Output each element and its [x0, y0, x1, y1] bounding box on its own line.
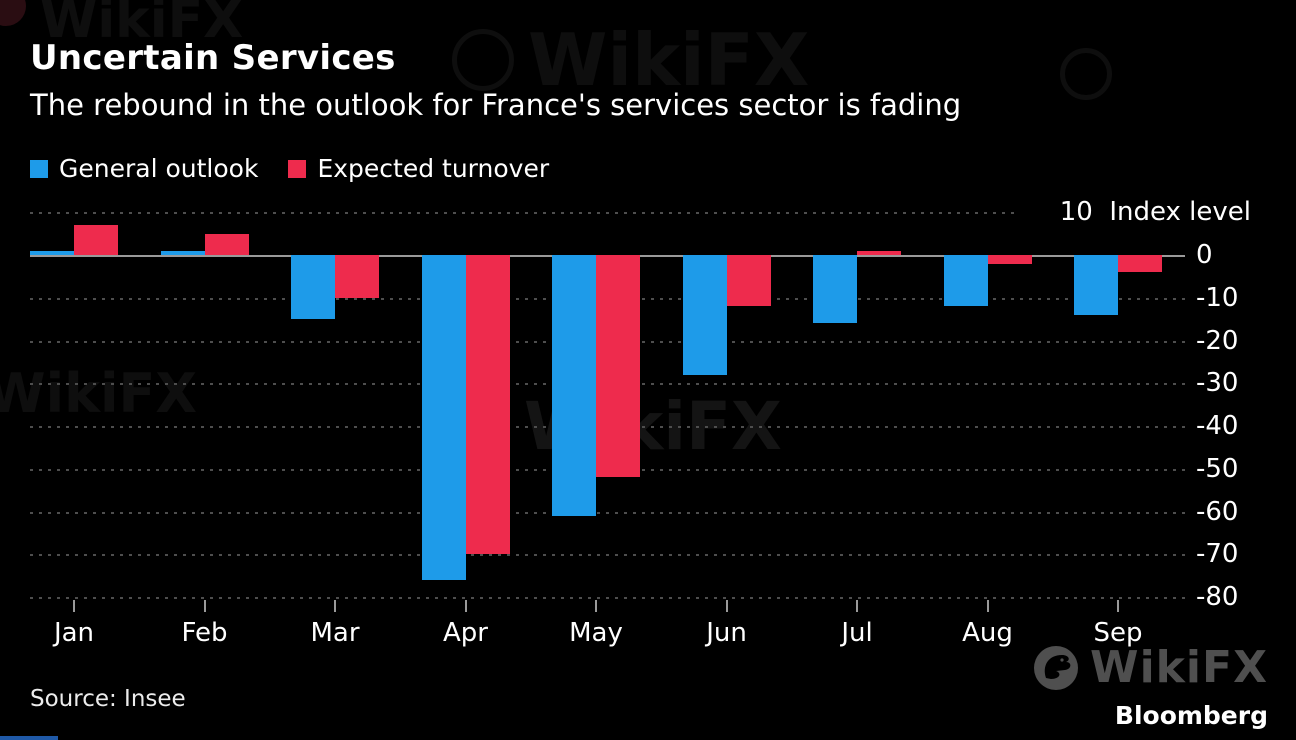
wikifx-watermark-logo-icon — [452, 29, 514, 91]
x-tick-jun — [725, 600, 728, 612]
bar-general-outlook-jun — [682, 255, 727, 375]
y-tick-label--40: -40 — [1196, 411, 1239, 441]
gridline--70 — [30, 554, 1185, 557]
bar-expected-turnover-feb — [204, 233, 249, 255]
x-tick-aug — [986, 600, 989, 612]
y-tick-label--70: -70 — [1196, 539, 1239, 570]
wikifx-logo-icon — [1034, 645, 1079, 690]
x-axis-label-jul: Jul — [841, 618, 873, 648]
x-tick-sep — [1117, 600, 1119, 612]
y-tick-label--10: -10 — [1196, 282, 1239, 313]
gridline--80 — [30, 597, 1185, 599]
bar-expected-turnover-jan — [74, 225, 118, 255]
bar-chart-plot-area: 10 Index level 0 -10 -20 -30 -40 -50 -60 -70 -80 J… — [30, 197, 1251, 670]
bar-general-outlook-aug — [943, 255, 988, 307]
legend-item-expected-turnover: Expected turnover — [288, 154, 549, 183]
wikifx-brand-label: WikiFX — [1090, 642, 1268, 693]
x-tick-mar — [334, 600, 336, 612]
bar-general-outlook-feb — [160, 250, 205, 255]
legend-swatch-expected-turnover — [288, 159, 307, 178]
x-axis-label-apr: Apr — [443, 618, 488, 648]
gridline-10 — [30, 212, 1015, 215]
legend: General outlook Expected turnover — [30, 154, 549, 183]
bar-expected-turnover-jul — [857, 250, 901, 255]
y-tick-label-0: 0 — [1196, 240, 1213, 270]
bar-expected-turnover-sep — [1118, 255, 1162, 273]
x-axis-label-may: May — [569, 618, 623, 648]
bar-expected-turnover-may — [596, 255, 640, 478]
legend-label-expected-turnover: Expected turnover — [317, 154, 550, 183]
x-tick-jul — [856, 600, 858, 612]
watermark-logo-fragment — [0, 0, 26, 26]
chart-subtitle: The rebound in the outlook for France's … — [30, 88, 962, 122]
x-tick-jan — [73, 600, 75, 612]
x-axis-label-aug: Aug — [962, 618, 1013, 648]
bar-expected-turnover-apr — [465, 255, 510, 555]
bar-general-outlook-sep — [1074, 255, 1118, 315]
legend-swatch-general-outlook — [30, 159, 48, 178]
bar-general-outlook-jan — [30, 250, 74, 255]
y-tick-label--30: -30 — [1196, 368, 1239, 399]
wikifx-brand: WikiFX — [1032, 642, 1268, 693]
x-tick-may — [595, 600, 597, 612]
y-tick-label--50: -50 — [1196, 453, 1239, 484]
bloomberg-logo: Bloomberg — [1114, 701, 1268, 730]
wikifx-watermark-logo-icon — [1060, 48, 1112, 100]
x-tick-apr — [464, 600, 467, 612]
y-tick-label--20: -20 — [1196, 325, 1239, 356]
source-note: Source: Insee — [30, 686, 186, 712]
watermark-wikifx-top-right — [1060, 48, 1112, 100]
x-axis-label-sep: Sep — [1093, 618, 1143, 648]
x-axis-label-mar: Mar — [310, 618, 360, 648]
bar-general-outlook-mar — [291, 255, 335, 320]
x-tick-feb — [203, 600, 206, 612]
y-axis-title: 10 Index level — [1059, 197, 1251, 228]
gridline--60 — [30, 511, 1185, 514]
x-axis-label-jan: Jan — [53, 618, 95, 648]
bar-expected-turnover-jun — [726, 255, 771, 307]
chart-title: Uncertain Services — [30, 38, 396, 78]
legend-label-general-outlook: General outlook — [59, 154, 259, 183]
y-tick-label--60: -60 — [1196, 496, 1239, 527]
x-axis-label-feb: Feb — [181, 618, 228, 648]
bar-general-outlook-apr — [421, 255, 466, 580]
bar-general-outlook-may — [552, 255, 596, 516]
legend-item-general-outlook: General outlook — [30, 154, 258, 183]
bottom-edge-artifact — [0, 736, 58, 740]
bar-expected-turnover-mar — [335, 255, 379, 298]
x-axis-label-jun: Jun — [706, 618, 747, 648]
bar-general-outlook-jul — [813, 255, 857, 324]
y-tick-label--80: -80 — [1196, 582, 1239, 612]
bar-expected-turnover-aug — [987, 255, 1032, 264]
